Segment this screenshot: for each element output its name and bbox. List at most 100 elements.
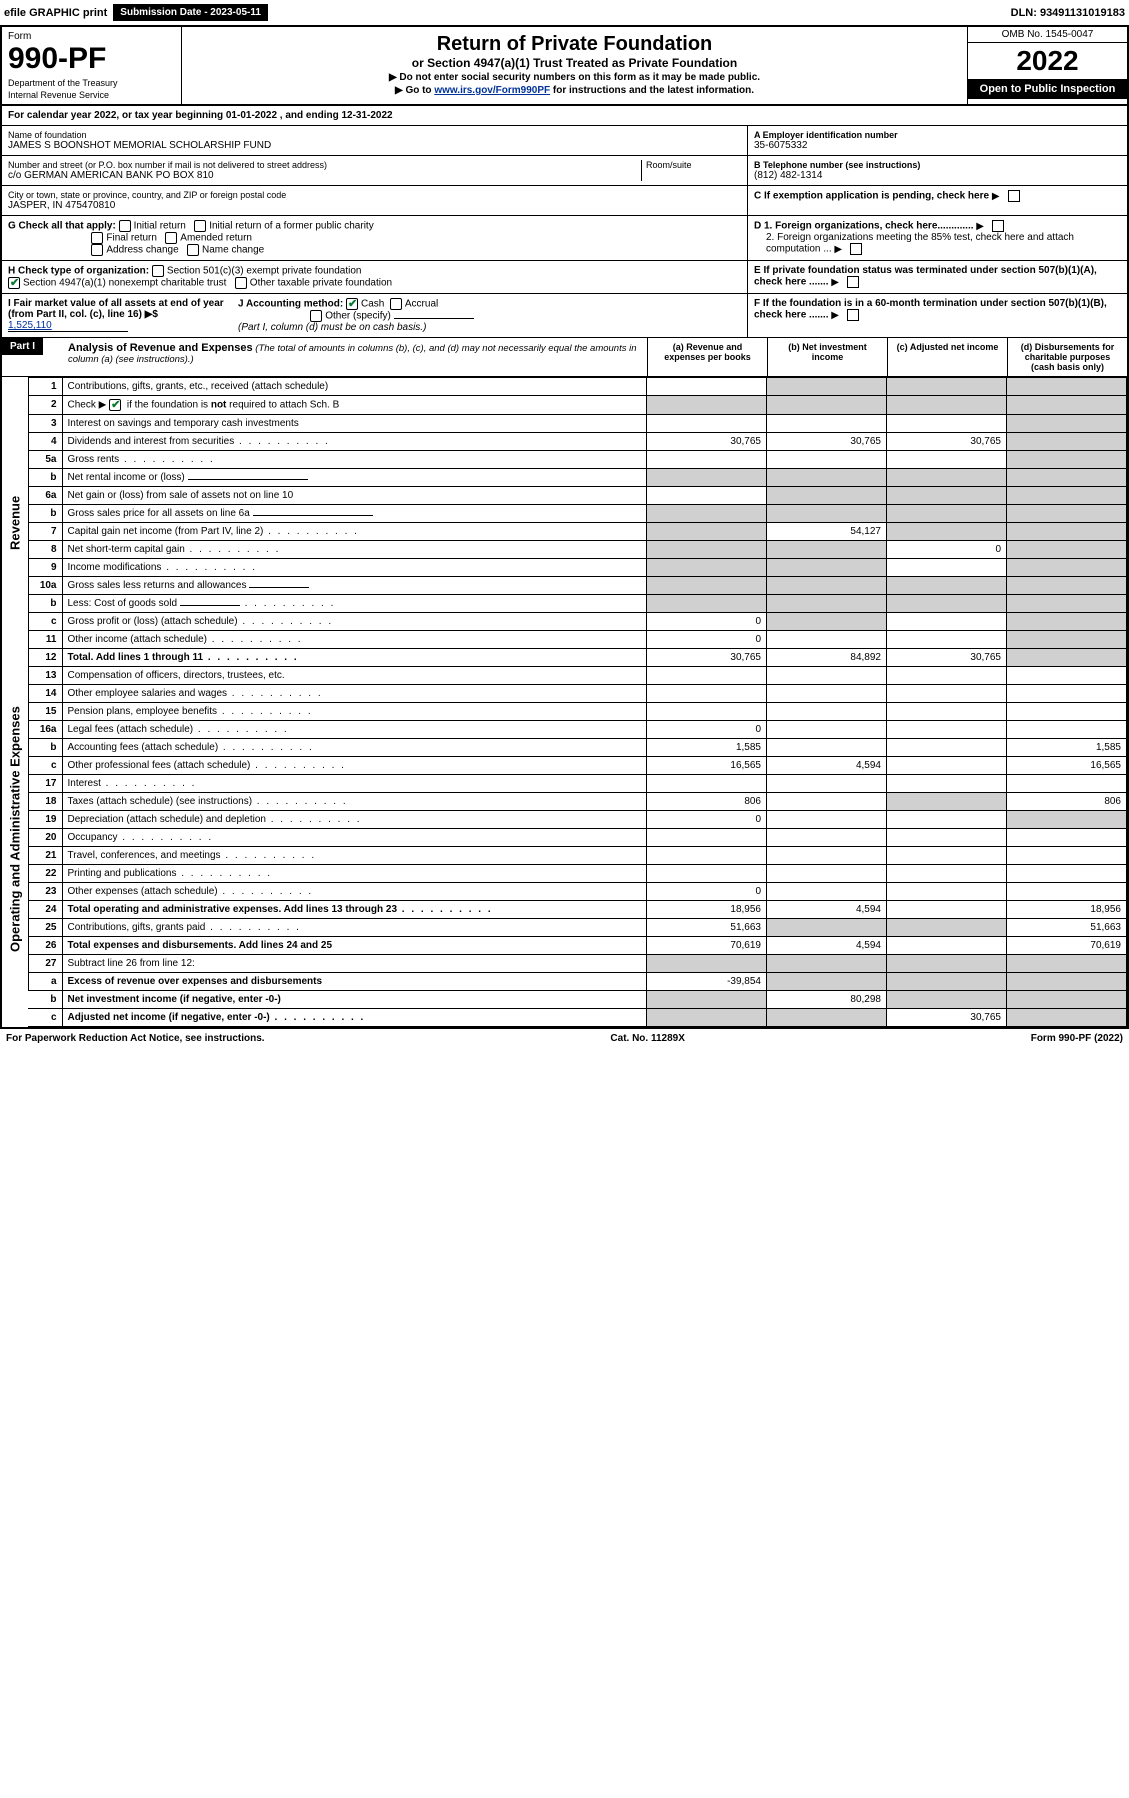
line-3: Interest on savings and temporary cash i… <box>62 415 647 433</box>
e-label: E If private foundation status was termi… <box>754 265 1097 288</box>
line-17: Interest <box>62 775 647 793</box>
line-26: Total expenses and disbursements. Add li… <box>62 937 647 955</box>
addr2-label: City or town, state or province, country… <box>8 190 741 200</box>
line-16b: Accounting fees (attach schedule) <box>62 739 647 757</box>
expenses-side: Operating and Administrative Expenses <box>2 667 28 991</box>
j-other-cb[interactable] <box>310 310 322 322</box>
line-24: Total operating and administrative expen… <box>62 901 647 919</box>
line-16a: Legal fees (attach schedule) <box>62 721 647 739</box>
line-27a: Excess of revenue over expenses and disb… <box>62 973 647 991</box>
col-d-head: (d) Disbursements for charitable purpose… <box>1007 338 1127 376</box>
line-5a: Gross rents <box>62 451 647 469</box>
line-11: Other income (attach schedule) <box>62 631 647 649</box>
dept-label: Department of the Treasury <box>8 78 175 88</box>
dln-label: DLN: 93491131019183 <box>1011 7 1125 19</box>
f-checkbox[interactable] <box>847 309 859 321</box>
g-name-cb[interactable] <box>187 244 199 256</box>
i-label: I Fair market value of all assets at end… <box>8 298 224 320</box>
form-word: Form <box>8 31 175 42</box>
j-cash-cb[interactable] <box>346 298 358 310</box>
omb-label: OMB No. 1545-0047 <box>968 27 1127 43</box>
calendar-year-row: For calendar year 2022, or tax year begi… <box>2 106 1127 126</box>
j-label: J Accounting method: <box>238 299 343 310</box>
line-8: Net short-term capital gain <box>62 541 647 559</box>
j-accrual-cb[interactable] <box>390 298 402 310</box>
line-27c: Adjusted net income (if negative, enter … <box>62 1009 647 1027</box>
d2-checkbox[interactable] <box>850 243 862 255</box>
tax-year: 2022 <box>968 43 1127 79</box>
line-10b: Less: Cost of goods sold <box>62 595 647 613</box>
irs-label: Internal Revenue Service <box>8 90 175 100</box>
line-10a: Gross sales less returns and allowances <box>62 577 647 595</box>
g-label: G Check all that apply: <box>8 221 116 232</box>
g-initial-cb[interactable] <box>119 220 131 232</box>
phone-label: B Telephone number (see instructions) <box>754 160 1121 170</box>
j-note: (Part I, column (d) must be on cash basi… <box>238 322 426 333</box>
part-i-title: Analysis of Revenue and Expenses <box>68 342 253 354</box>
line-25: Contributions, gifts, grants paid <box>62 919 647 937</box>
footer-mid: Cat. No. 11289X <box>610 1033 684 1044</box>
phone-val: (812) 482-1314 <box>754 170 1121 181</box>
line-7: Capital gain net income (from Part IV, l… <box>62 523 647 541</box>
l2-checkbox[interactable] <box>109 399 121 411</box>
line-20: Occupancy <box>62 829 647 847</box>
line-16c: Other professional fees (attach schedule… <box>62 757 647 775</box>
line-21: Travel, conferences, and meetings <box>62 847 647 865</box>
g-amended-cb[interactable] <box>165 232 177 244</box>
h-other-cb[interactable] <box>235 277 247 289</box>
c-label: C If exemption application is pending, c… <box>754 191 989 202</box>
name-label: Name of foundation <box>8 130 741 140</box>
line-15: Pension plans, employee benefits <box>62 703 647 721</box>
g-address-cb[interactable] <box>91 244 103 256</box>
d2-label: 2. Foreign organizations meeting the 85%… <box>766 232 1074 255</box>
line-18: Taxes (attach schedule) (see instruction… <box>62 793 647 811</box>
form-number: 990-PF <box>8 42 175 76</box>
footer-left: For Paperwork Reduction Act Notice, see … <box>6 1033 265 1044</box>
room-label: Room/suite <box>646 160 741 170</box>
line-23: Other expenses (attach schedule) <box>62 883 647 901</box>
addr1-label: Number and street (or P.O. box number if… <box>8 160 641 170</box>
line-19: Depreciation (attach schedule) and deple… <box>62 811 647 829</box>
form-note-2: ▶ Go to www.irs.gov/Form990PF for instru… <box>188 85 961 96</box>
open-to-public: Open to Public Inspection <box>968 79 1127 99</box>
line-10c: Gross profit or (loss) (attach schedule) <box>62 613 647 631</box>
col-a-head: (a) Revenue and expenses per books <box>647 338 767 376</box>
f-label: F If the foundation is in a 60-month ter… <box>754 298 1107 321</box>
footer-right: Form 990-PF (2022) <box>1031 1033 1123 1044</box>
ein-label: A Employer identification number <box>754 130 1121 140</box>
c-checkbox[interactable] <box>1008 190 1020 202</box>
d1-label: D 1. Foreign organizations, check here..… <box>754 221 974 232</box>
h-label: H Check type of organization: <box>8 266 149 277</box>
i-value[interactable]: 1,525,110 <box>8 320 128 332</box>
line-4: Dividends and interest from securities <box>62 433 647 451</box>
h-501c3-cb[interactable] <box>152 265 164 277</box>
col-b-head: (b) Net investment income <box>767 338 887 376</box>
lines-table: Revenue 1Contributions, gifts, grants, e… <box>2 377 1127 1027</box>
line-22: Printing and publications <box>62 865 647 883</box>
addr2-val: JASPER, IN 475470810 <box>8 200 741 211</box>
h-4947-cb[interactable] <box>8 277 20 289</box>
part-i-bar: Part I <box>2 338 43 355</box>
ein-val: 35-6075332 <box>754 140 1121 151</box>
g-initial-former-cb[interactable] <box>194 220 206 232</box>
e-checkbox[interactable] <box>847 276 859 288</box>
line-5b: Net rental income or (loss) <box>62 469 647 487</box>
form-title: Return of Private Foundation <box>188 33 961 56</box>
footer-row: For Paperwork Reduction Act Notice, see … <box>0 1029 1129 1048</box>
irs-link[interactable]: www.irs.gov/Form990PF <box>434 85 550 96</box>
line-27: Subtract line 26 from line 12: <box>62 955 647 973</box>
line-14: Other employee salaries and wages <box>62 685 647 703</box>
form-note-1: ▶ Do not enter social security numbers o… <box>188 72 961 83</box>
header-row: Form 990-PF Department of the Treasury I… <box>2 27 1127 106</box>
line-12: Total. Add lines 1 through 11 <box>62 649 647 667</box>
revenue-side: Revenue <box>2 378 28 667</box>
col-c-head: (c) Adjusted net income <box>887 338 1007 376</box>
line-27b: Net investment income (if negative, ente… <box>62 991 647 1009</box>
foundation-name: JAMES S BOONSHOT MEMORIAL SCHOLARSHIP FU… <box>8 140 741 151</box>
line-13: Compensation of officers, directors, tru… <box>62 667 647 685</box>
line-1: Contributions, gifts, grants, etc., rece… <box>62 378 647 396</box>
g-final-cb[interactable] <box>91 232 103 244</box>
line-2: Check ▶ if the foundation is not require… <box>62 396 647 415</box>
d1-checkbox[interactable] <box>992 220 1004 232</box>
addr1-val: c/o GERMAN AMERICAN BANK PO BOX 810 <box>8 170 641 181</box>
